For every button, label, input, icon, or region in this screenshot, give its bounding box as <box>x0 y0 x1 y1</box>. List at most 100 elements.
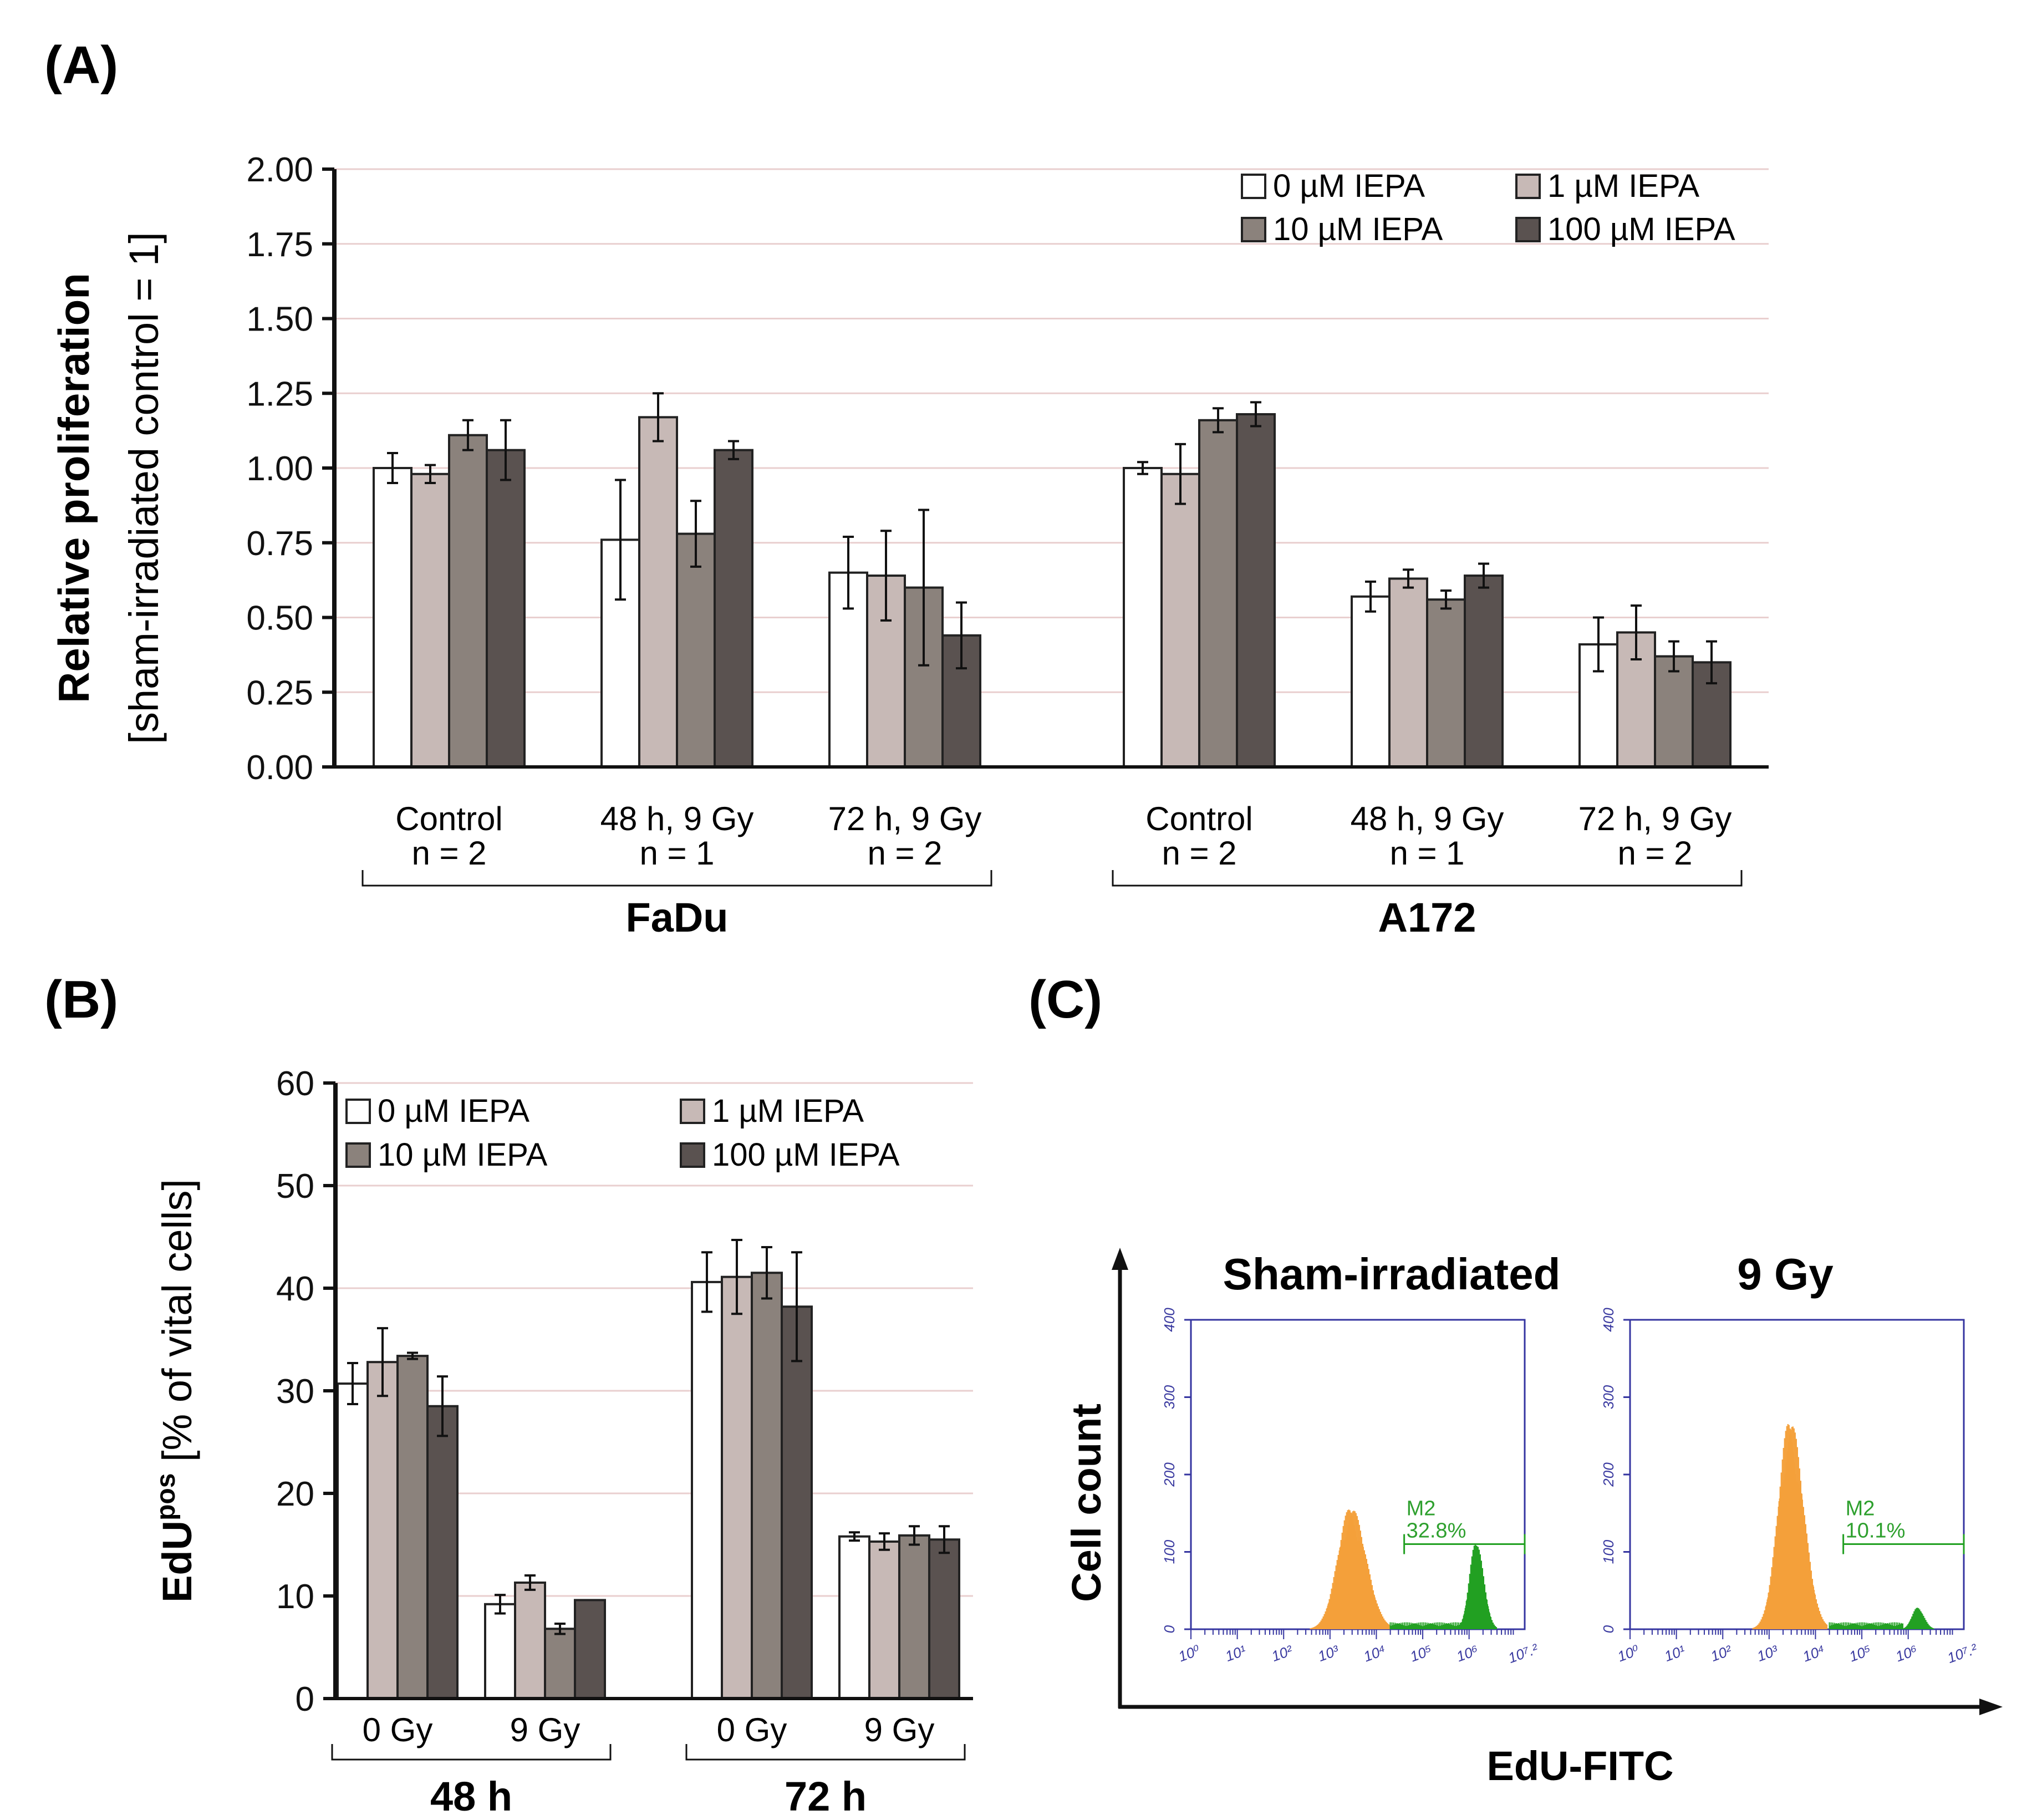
histogram-x-tick-label: 10⁷.² <box>1945 1640 1980 1666</box>
chart-c-ylabel: Cell count <box>1063 1404 1109 1602</box>
chart-a-bars <box>373 392 1732 769</box>
gate-value: 32.8% <box>1407 1519 1466 1543</box>
legend-label: 100 µM IEPA <box>712 1137 900 1173</box>
bar <box>1198 419 1238 768</box>
legend-swatch <box>680 1142 705 1168</box>
bar <box>751 1272 783 1700</box>
bar <box>337 1382 369 1700</box>
legend-label: 1 µM IEPA <box>1547 168 1699 204</box>
bar <box>448 434 488 768</box>
bar <box>868 1540 900 1700</box>
histogram-panel: Sham-irradiated 0 100 200 300 400 10⁰ 10¹ 10² 10³… <box>1161 1249 1561 1666</box>
histogram-x-tick-label: 10⁴ <box>1800 1642 1827 1665</box>
chart-b-legend: 0 µM IEPA 1 µM IEPA 10 µM IEPA 100 µM IEPA <box>345 1093 900 1173</box>
histogram-y-tick-label: 100 <box>1600 1539 1617 1564</box>
bar <box>486 449 526 768</box>
histogram-y-tick-label: 400 <box>1600 1308 1617 1332</box>
histogram-x-tick-label: 10⁶ <box>1454 1642 1481 1665</box>
bar <box>928 1538 960 1700</box>
chart-a-gridlines <box>334 168 1769 693</box>
legend-swatch <box>1515 174 1541 199</box>
histogram-y-tick-label: 100 <box>1161 1539 1178 1564</box>
histogram-x-tick-label: 10⁰ <box>1176 1642 1203 1665</box>
histogram-x-tick-label: 10⁴ <box>1361 1642 1388 1665</box>
group-bracket <box>361 870 992 887</box>
bar <box>638 416 678 768</box>
chart-b-category-labels: 0 Gy 9 Gy 0 Gy 9 Gy <box>363 1711 935 1748</box>
bar <box>426 1405 459 1700</box>
histogram-x-tick-label: 10² <box>1708 1642 1734 1665</box>
y-tick-label: 20 <box>276 1475 314 1513</box>
bar <box>514 1581 546 1700</box>
group-bracket <box>1112 870 1743 887</box>
chart-b-ylabel-rest: [% of vital cells] <box>154 1179 200 1473</box>
histogram-panel: 9 Gy 0 100 200 300 400 10⁰ 10¹ 10² 10³ 10⁴ 10⁵ 10⁶ 10… <box>1600 1249 1980 1666</box>
chart-c: Cell count EdU-FITC Sham-irradiated 0 100 2… <box>1063 1248 2003 1789</box>
gate-label: M2 <box>1407 1497 1436 1521</box>
chart-a-group-labels: FaDu A172 <box>361 870 1743 940</box>
histogram-y-tick-label: 300 <box>1600 1385 1617 1409</box>
category-label: 0 Gy <box>363 1711 433 1748</box>
legend-swatch <box>345 1142 371 1168</box>
y-tick-label: 60 <box>276 1065 314 1103</box>
chart-c-xlabel: EdU-FITC <box>1486 1743 1673 1789</box>
legend-label: 0 µM IEPA <box>378 1093 529 1129</box>
bar <box>366 1361 399 1700</box>
panel-label-b: (B) <box>44 970 118 1029</box>
bar <box>898 1534 930 1700</box>
histogram-y-tick-label: 0 <box>1600 1625 1617 1633</box>
category-n-label: n = 2 <box>867 835 942 872</box>
chart-a-ylabel-bold: Relative proliferation <box>49 273 98 703</box>
chart-b-ylabel-sup: pos <box>151 1473 181 1521</box>
histogram-y-tick-label: 200 <box>1600 1462 1617 1487</box>
chart-b-bars <box>337 1239 960 1700</box>
group-bracket <box>331 1744 612 1761</box>
category-label: Control <box>395 800 502 837</box>
category-label: 72 h, 9 Gy <box>828 800 982 837</box>
bar <box>1160 472 1200 768</box>
bar <box>373 467 413 768</box>
y-tick-label: 10 <box>276 1578 314 1616</box>
y-tick-label: 40 <box>276 1270 314 1308</box>
bar <box>1654 655 1694 768</box>
bar <box>1464 575 1504 769</box>
histogram-x-tick-label: 10² <box>1269 1642 1295 1665</box>
histogram-title: Sham-irradiated <box>1223 1249 1560 1299</box>
bar <box>781 1305 813 1700</box>
histogram-y-tick-label: 200 <box>1161 1462 1178 1487</box>
histogram-x-tick-label: 10³ <box>1316 1642 1342 1665</box>
chart-a-ylabel: [sham-irradiated control = 1] <box>121 232 167 744</box>
histogram-x-tick-label: 10⁰ <box>1615 1642 1642 1665</box>
legend-label: 1 µM IEPA <box>712 1093 864 1129</box>
y-tick-label: 1.75 <box>246 226 313 264</box>
y-tick-label: 30 <box>276 1372 314 1411</box>
category-n-label: n = 1 <box>639 835 714 872</box>
group-bracket <box>685 1744 966 1761</box>
bar <box>484 1603 516 1700</box>
legend-swatch <box>680 1099 705 1124</box>
chart-a-y-ticks: 0.00 0.25 0.50 0.75 1.00 1.25 1.50 1.75 2.00 <box>246 151 334 787</box>
category-label: 72 h, 9 Gy <box>1578 800 1732 837</box>
chart-c-histograms: Sham-irradiated 0 100 200 300 400 10⁰ 10¹ 10² 10³… <box>1161 1249 1980 1666</box>
category-n-label: n = 1 <box>1389 835 1464 872</box>
y-tick-label: 1.00 <box>246 450 313 488</box>
histogram-x-tick-label: 10⁷.² <box>1506 1640 1541 1666</box>
gate-value: 10.1% <box>1846 1519 1906 1543</box>
group-label: 48 h <box>430 1773 512 1819</box>
category-n-label: n = 2 <box>411 835 486 872</box>
group-label: A172 <box>1378 894 1476 940</box>
y-tick-label: 0.00 <box>246 749 313 787</box>
bar <box>1426 598 1466 769</box>
histogram-x-tick-label: 10⁵ <box>1408 1642 1434 1665</box>
histogram-x-tick-label: 10³ <box>1755 1642 1781 1665</box>
legend-swatch <box>1241 174 1266 199</box>
y-tick-label: 0.50 <box>246 599 313 638</box>
bar <box>574 1599 606 1700</box>
legend-swatch <box>1241 217 1266 242</box>
bar <box>544 1628 576 1700</box>
category-label: Control <box>1145 800 1252 837</box>
bar <box>721 1275 753 1700</box>
legend-label: 100 µM IEPA <box>1547 211 1735 247</box>
